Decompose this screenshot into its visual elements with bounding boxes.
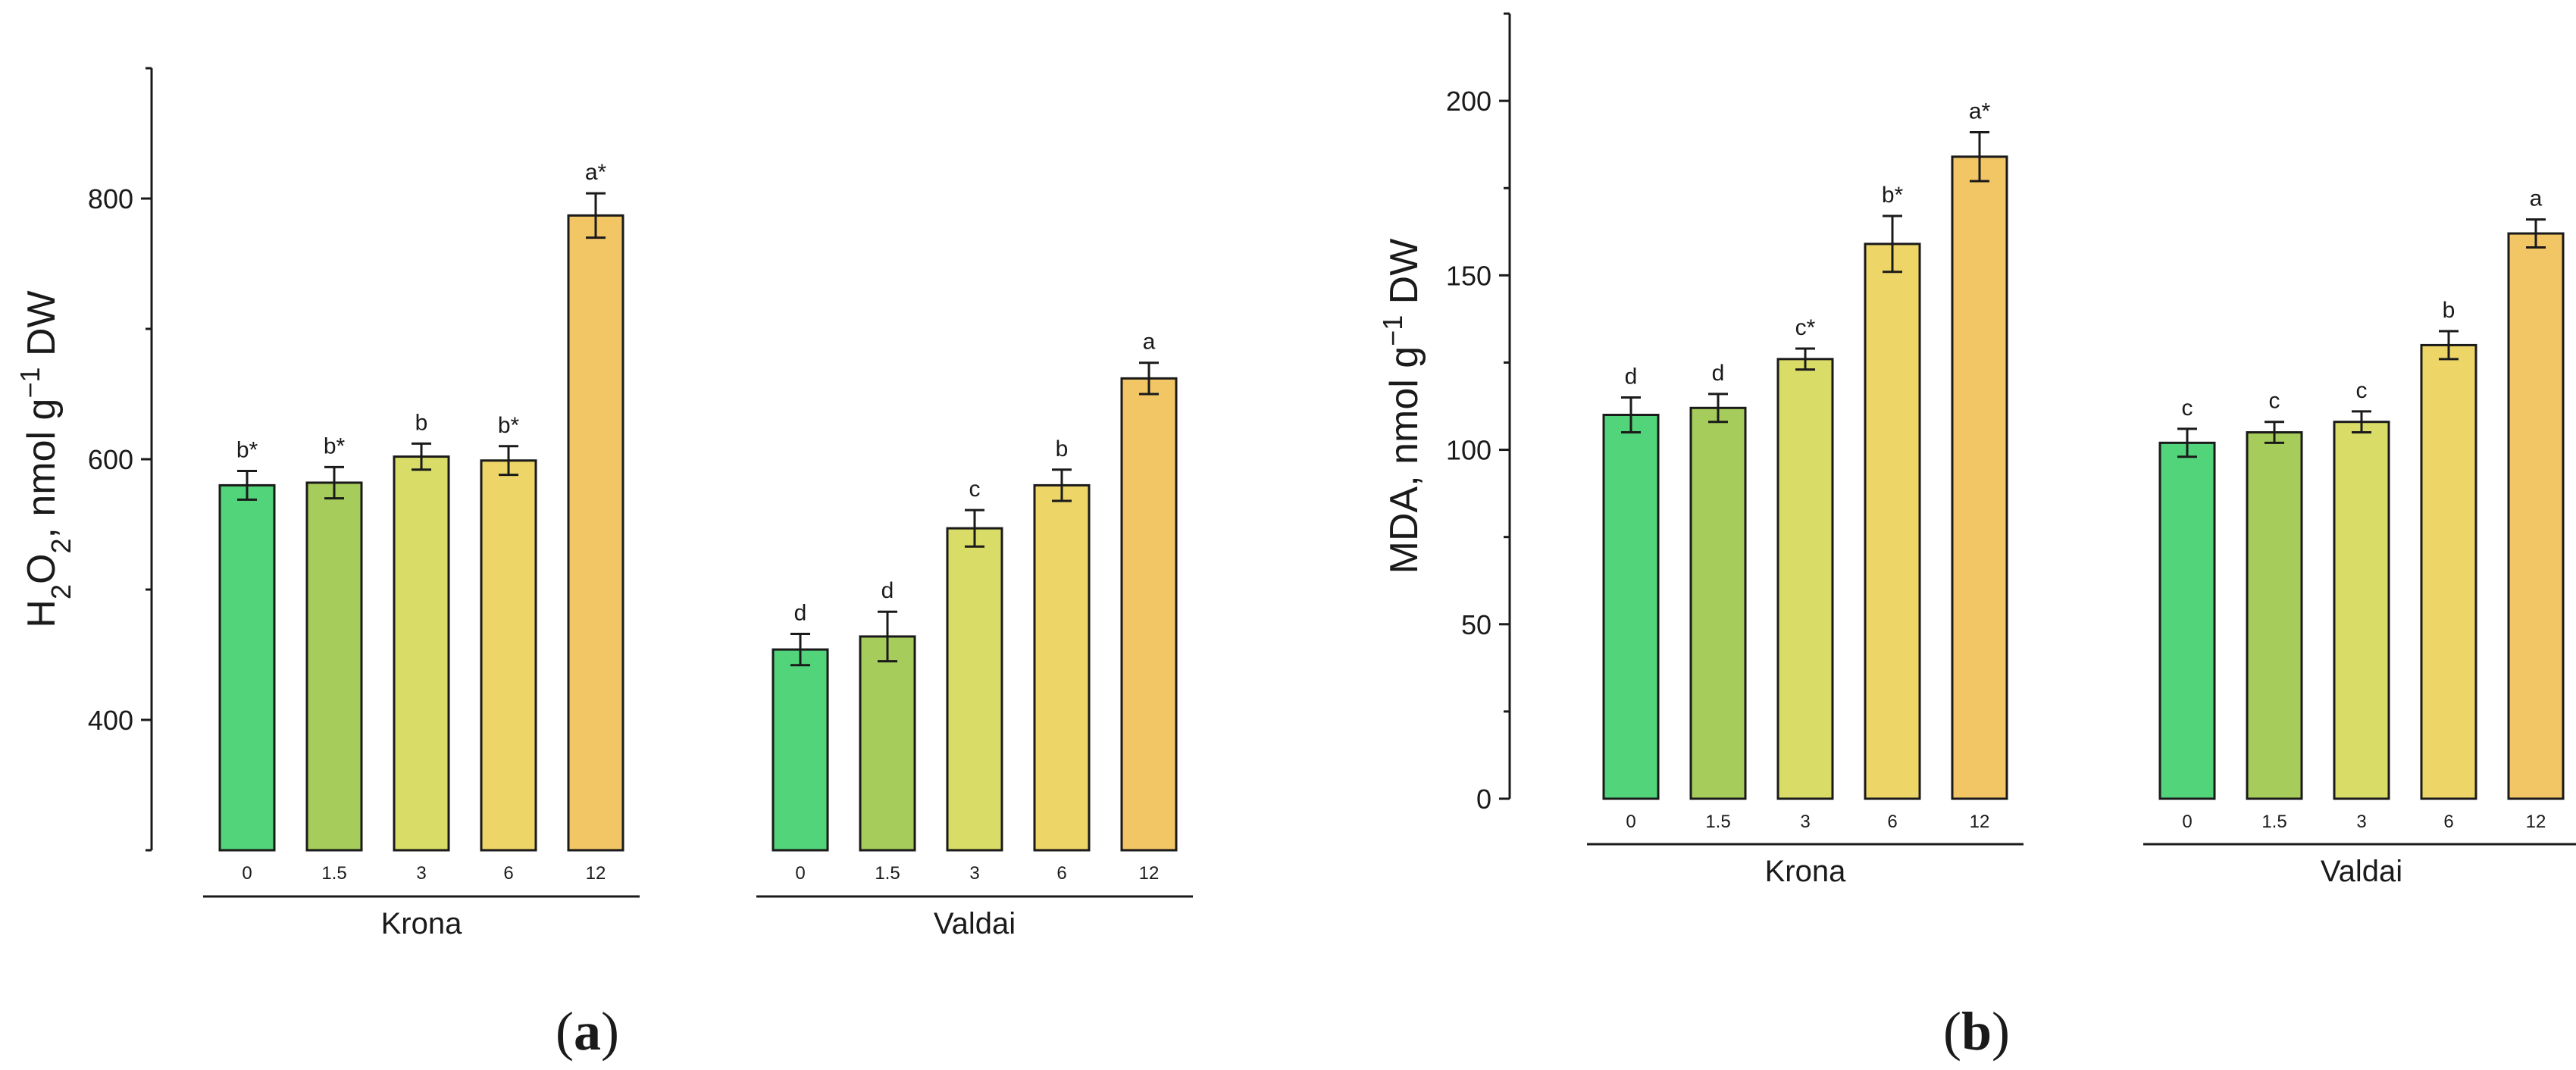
significance-label: b* — [236, 437, 258, 462]
significance-label: d — [1625, 364, 1638, 389]
y-title-subscript: 2 — [45, 539, 77, 554]
significance-label: b — [2443, 298, 2455, 323]
significance-label: c — [969, 477, 981, 502]
y-tick-label: 200 — [1446, 86, 1491, 117]
significance-label: a* — [1969, 99, 1991, 124]
panel-label-letter: a — [574, 1001, 601, 1062]
y-axis-title: MDA, nmol g−1 DW — [1377, 239, 1427, 574]
x-category-label: 6 — [503, 863, 513, 884]
y-axis-title: H2O2, nmol g−1 DW — [14, 290, 77, 627]
panel-label-paren: ) — [601, 1001, 619, 1062]
bar — [2246, 431, 2303, 800]
panel-label-letter: b — [1961, 1001, 1992, 1062]
y-tick-label: 600 — [88, 444, 133, 475]
x-category-label: 12 — [586, 863, 606, 884]
x-category-label: 6 — [1887, 812, 1897, 832]
x-category-label: 1.5 — [2261, 812, 2286, 832]
y-title-superscript: −1 — [14, 367, 45, 398]
x-category-label: 1.5 — [321, 863, 346, 884]
bar — [1864, 242, 1921, 800]
significance-label: b* — [1882, 183, 1904, 208]
bar — [393, 455, 450, 852]
panel-label: (b) — [1943, 1001, 2010, 1062]
significance-label: c* — [1795, 315, 1816, 340]
x-category-label: 0 — [795, 863, 805, 884]
y-title-part: H — [20, 599, 64, 628]
x-category-label: 0 — [2182, 812, 2192, 832]
x-category-label: 1.5 — [875, 863, 900, 884]
significance-label: a — [2530, 186, 2543, 211]
x-category-label: 12 — [1139, 863, 1160, 884]
significance-label: b — [415, 410, 428, 435]
significance-label: d — [881, 578, 894, 603]
bar — [859, 635, 916, 852]
x-category-label: 12 — [1970, 812, 1990, 832]
y-tick-label: 150 — [1446, 260, 1491, 291]
significance-label: b* — [324, 433, 346, 458]
x-category-label: 12 — [2526, 812, 2546, 832]
y-tick-label: 0 — [1476, 784, 1491, 815]
bar — [1120, 377, 1178, 852]
significance-label: b* — [498, 413, 520, 438]
bar — [2158, 441, 2216, 800]
y-title-part: DW — [20, 290, 64, 367]
y-tick-label: 800 — [88, 183, 133, 214]
x-category-label: 3 — [416, 863, 426, 884]
y-tick-label: 400 — [88, 705, 133, 736]
panel-label-paren: ( — [1943, 1001, 1961, 1062]
bar — [946, 527, 1003, 852]
significance-label: c — [2182, 396, 2193, 421]
bar — [1033, 483, 1091, 852]
y-title-part: DW — [1382, 239, 1426, 315]
bar — [480, 459, 537, 852]
x-category-label: 1.5 — [1705, 812, 1730, 832]
panel-label: (a) — [556, 1001, 619, 1062]
panel-label-paren: ( — [556, 1001, 574, 1062]
group-label: Valdai — [934, 907, 1016, 940]
bar — [2420, 343, 2477, 800]
group-label: Krona — [1765, 855, 1846, 888]
y-title-part: O — [20, 554, 64, 584]
bar — [1776, 358, 1834, 800]
x-category-label: 6 — [2443, 812, 2453, 832]
x-category-label: 6 — [1056, 863, 1066, 884]
bar — [1951, 155, 2008, 800]
significance-label: b — [1056, 436, 1069, 461]
y-tick-label: 100 — [1446, 435, 1491, 466]
x-category-label: 3 — [2356, 812, 2366, 832]
x-category-label: 0 — [242, 863, 252, 884]
significance-label: d — [1712, 361, 1725, 386]
significance-label: c — [2356, 378, 2368, 403]
bar — [305, 481, 363, 852]
y-title-part: , nmol g — [20, 399, 64, 539]
bar — [567, 214, 624, 852]
x-category-label: 3 — [1800, 812, 1810, 832]
x-category-label: 3 — [969, 863, 979, 884]
group-label: Valdai — [2321, 855, 2402, 888]
group-label: Krona — [381, 907, 462, 940]
y-title-subscript: 2 — [45, 584, 77, 599]
y-title-part: MDA, nmol g — [1382, 346, 1426, 574]
bar — [2507, 232, 2565, 800]
significance-label: c — [2269, 389, 2280, 414]
bar — [1689, 406, 1747, 800]
panel-label-paren: ) — [1992, 1001, 2010, 1062]
y-title-superscript: −1 — [1377, 315, 1408, 346]
bar — [218, 483, 276, 852]
y-tick-label: 50 — [1461, 609, 1491, 640]
bar — [2333, 421, 2390, 800]
significance-label: a* — [585, 160, 607, 185]
panel-b: 0 50 100 150 200 MDA, nmol g−1 DW d 0 d 1.5 c* 3 b* 6… — [1377, 12, 2576, 1062]
bar — [1602, 414, 1660, 800]
significance-label: d — [794, 600, 807, 625]
bar — [772, 648, 829, 852]
x-category-label: 0 — [1626, 812, 1635, 832]
significance-label: a — [1143, 330, 1156, 355]
